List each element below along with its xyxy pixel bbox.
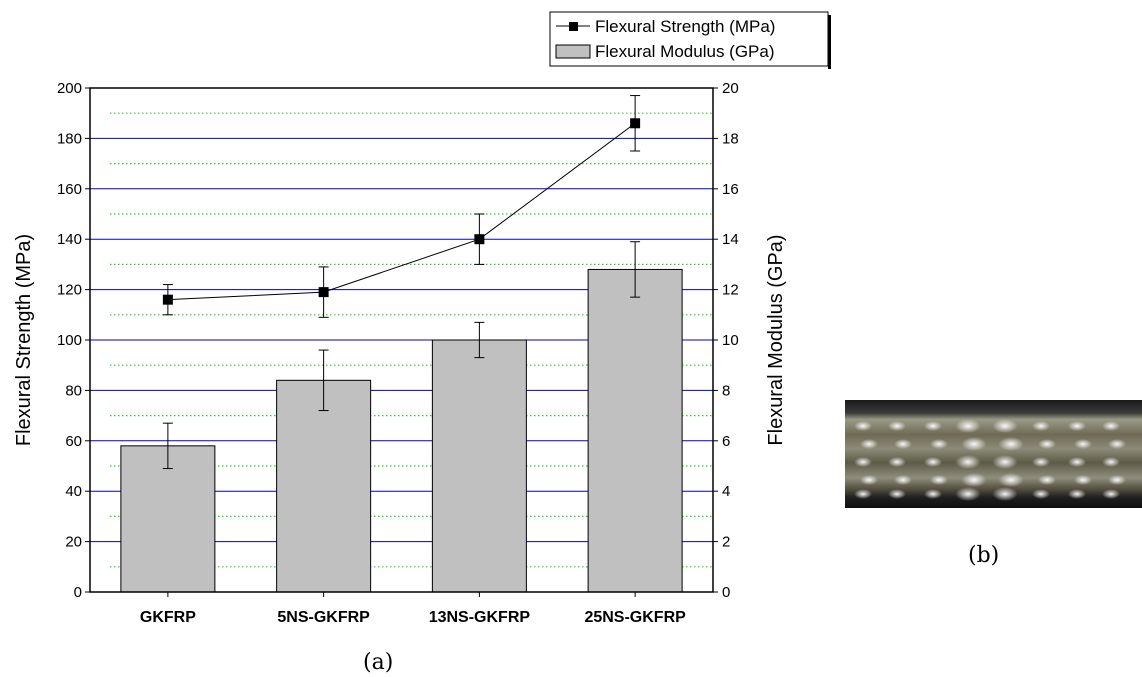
fiber-spot: [860, 439, 878, 449]
fiber-spot: [992, 455, 1018, 469]
fiber-spot: [888, 421, 906, 431]
fiber-spot: [888, 457, 906, 467]
fiber-spot: [992, 419, 1018, 433]
fiber-spot: [1108, 439, 1126, 449]
fiber-spot: [998, 437, 1024, 451]
right-axis: 0 2 4 6 8 10 12 14 16 18 20: [713, 80, 739, 601]
fiber-spot: [1074, 439, 1092, 449]
legend-box-shadow: [828, 15, 831, 69]
x-tick-label: 5NS-GKFRP: [277, 609, 370, 626]
legend-label-modulus: Flexural Modulus (GPa): [595, 42, 775, 61]
caption-b: (b): [968, 543, 1000, 568]
right-tick-label: 10: [722, 332, 739, 349]
strength-line: [167, 122, 636, 301]
fiber-spot: [1068, 457, 1086, 467]
legend-bar-swatch: [555, 44, 591, 59]
bar: [276, 379, 372, 593]
fiber-spot: [955, 455, 981, 469]
bar-error-bars: [162, 241, 641, 470]
fiber-spot: [1032, 457, 1050, 467]
x-tick-label: 13NS-GKFRP: [429, 609, 531, 626]
left-tick-label: 120: [57, 282, 82, 299]
strength-point: [318, 287, 329, 298]
left-tick-label: 80: [65, 382, 82, 399]
left-tick-label: 0: [74, 584, 82, 601]
fiber-spot: [924, 489, 942, 499]
legend-label-strength: Flexural Strength (MPa): [595, 17, 775, 36]
bar-series: [120, 268, 683, 593]
left-tick-label: 40: [65, 483, 82, 500]
bar: [120, 445, 216, 593]
fiber-spot: [894, 439, 912, 449]
right-tick-label: 2: [722, 534, 730, 551]
caption-a: (a): [363, 650, 394, 675]
right-tick-label: 18: [722, 130, 739, 147]
x-tick-label: GKFRP: [140, 609, 196, 626]
fiber-spot: [1068, 489, 1086, 499]
fiber-spot: [992, 487, 1018, 501]
fiber-spot: [998, 473, 1024, 487]
right-tick-label: 16: [722, 181, 739, 198]
fiber-spot: [854, 421, 872, 431]
x-tick-label: 25NS-GKFRP: [584, 609, 686, 626]
right-tick-label: 12: [722, 282, 739, 299]
fiber-spot: [854, 457, 872, 467]
x-axis: GKFRP 5NS-GKFRP 13NS-GKFRP 25NS-GKFRP: [140, 592, 686, 626]
fiber-spot: [1102, 421, 1120, 431]
left-tick-label: 160: [57, 181, 82, 198]
legend-square-marker: [569, 22, 578, 31]
fiber-spots: [854, 419, 1126, 501]
y-axis-title: Flexural Strength (MPa): [13, 234, 35, 446]
fiber-spot: [1032, 489, 1050, 499]
strength-point: [162, 294, 173, 305]
left-tick-label: 180: [57, 130, 82, 147]
fiber-spot: [1068, 421, 1086, 431]
fiber-spot: [894, 475, 912, 485]
specimen-photo: [845, 400, 1142, 508]
left-tick-label: 100: [57, 332, 82, 349]
bar: [431, 339, 527, 593]
left-tick-label: 20: [65, 534, 82, 551]
right-tick-label: 14: [722, 231, 739, 248]
legend: Flexural Strength (MPa) Flexural Modulus…: [549, 11, 831, 69]
left-tick-label: 200: [57, 80, 82, 97]
fiber-spot: [1108, 475, 1126, 485]
left-tick-label: 60: [65, 433, 82, 450]
right-tick-label: 0: [722, 584, 730, 601]
fiber-spot: [888, 489, 906, 499]
fiber-spot: [1074, 475, 1092, 485]
left-axis: 0 20 40 60 80 100 120 140 160 180 200: [57, 80, 90, 601]
line-series: [162, 95, 641, 318]
right-tick-label: 20: [722, 80, 739, 97]
fiber-spot: [1032, 421, 1050, 431]
fiber-spot: [930, 439, 948, 449]
right-tick-label: 4: [722, 483, 730, 500]
fiber-spot: [1038, 475, 1056, 485]
right-tick-label: 8: [722, 382, 730, 399]
fiber-spot: [1038, 439, 1056, 449]
y2-axis-title: Flexural Modulus (GPa): [765, 234, 787, 445]
fiber-spot: [860, 475, 878, 485]
fiber-spot: [961, 437, 987, 451]
fiber-spot: [924, 421, 942, 431]
fiber-spot: [930, 475, 948, 485]
fiber-spot: [1102, 489, 1120, 499]
left-tick-label: 140: [57, 231, 82, 248]
fiber-spot: [1102, 457, 1120, 467]
bar: [587, 268, 683, 593]
strength-point: [474, 234, 485, 245]
legend-box: [549, 11, 829, 67]
fiber-spot: [955, 487, 981, 501]
fiber-spot: [924, 457, 942, 467]
chart-a: 0 20 40 60 80 100 120 140 160 180 200 0 2 4 6 8 10 12 14 1…: [13, 11, 831, 626]
right-tick-label: 6: [722, 433, 730, 450]
strength-point: [630, 118, 641, 129]
fiber-spot: [955, 419, 981, 433]
fiber-spot: [961, 473, 987, 487]
fiber-spot: [854, 489, 872, 499]
